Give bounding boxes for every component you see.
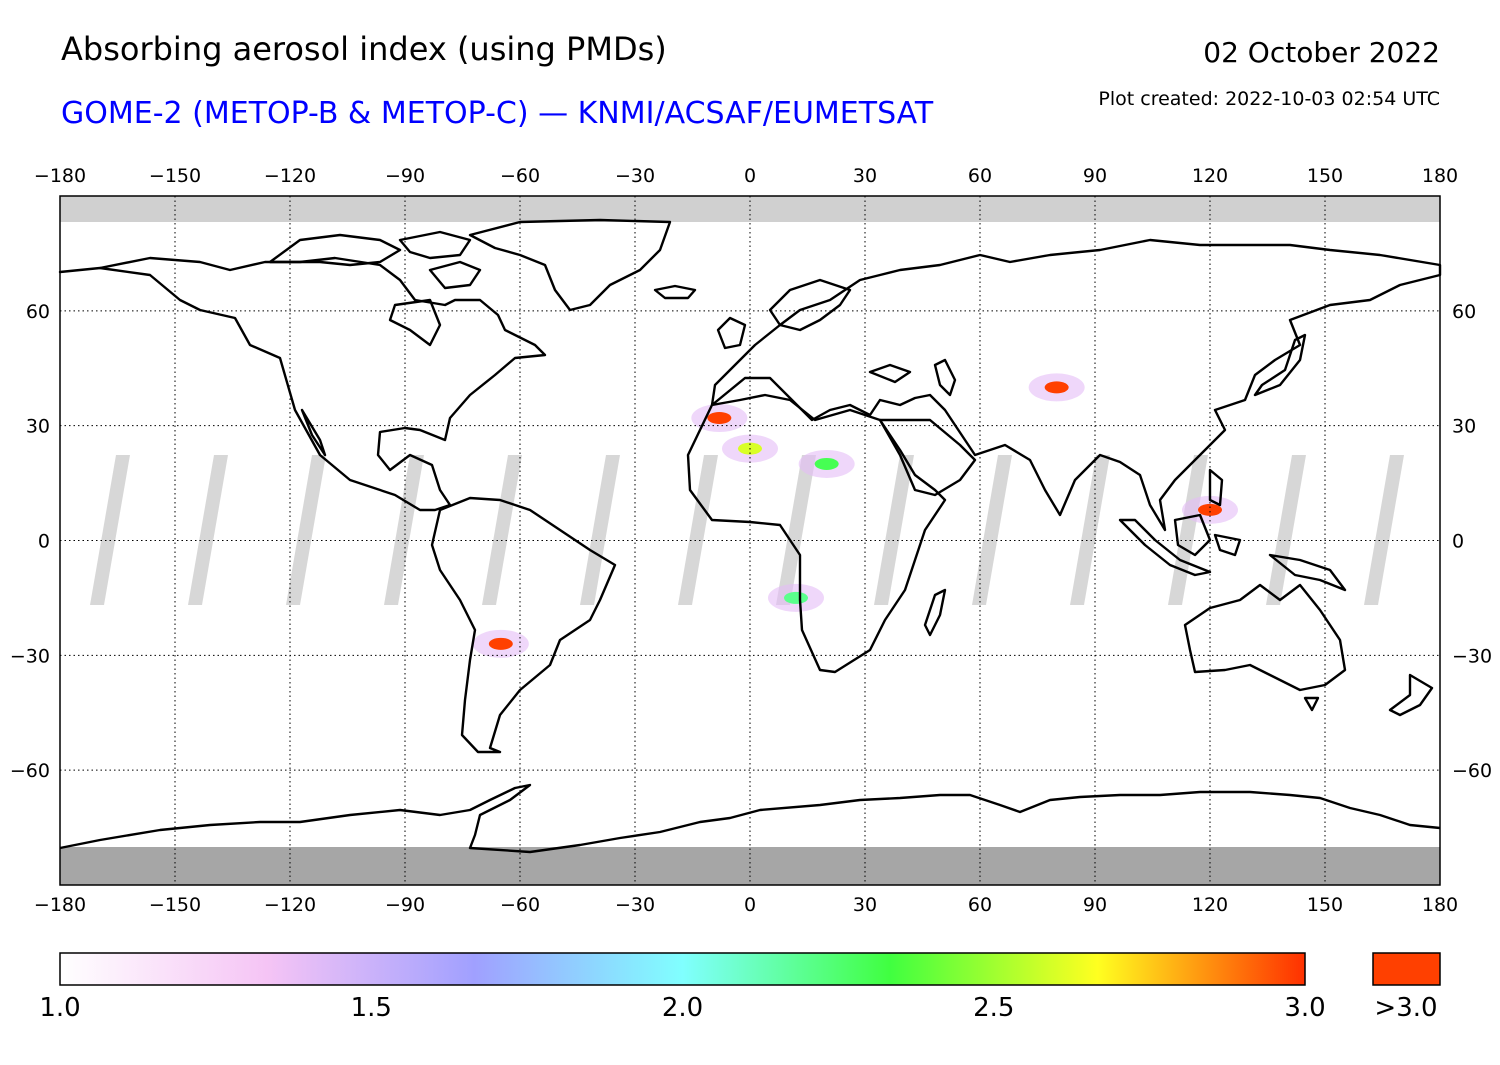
coast-japan xyxy=(1253,333,1307,397)
swath-gap xyxy=(1266,455,1306,605)
coast-new-guinea xyxy=(1268,553,1347,592)
coast-madagascar xyxy=(923,588,947,637)
hotspot-core xyxy=(488,637,513,650)
swath-gap xyxy=(678,455,718,605)
coast-caspian xyxy=(933,358,957,397)
swath-gap xyxy=(1070,455,1110,605)
swath-gap xyxy=(1364,455,1404,605)
swath-gap xyxy=(90,455,130,605)
axis-ticks: −180 −180 −150 −150 −120 −120 −90 −90 −60 −60 −30 −… xyxy=(10,165,1492,916)
lon-tick-label: 60 xyxy=(968,165,992,187)
graticule xyxy=(60,196,1440,885)
no-data-arctic-band xyxy=(60,196,1440,222)
hotspot-core xyxy=(784,591,808,604)
lat-tick-label: −60 xyxy=(1452,760,1492,782)
colorbar-tick-label: 2.0 xyxy=(661,993,704,1023)
lon-tick-label: −150 xyxy=(149,894,201,916)
aerosol-hotspots xyxy=(472,373,1238,658)
coast-britain xyxy=(716,316,747,350)
map-frame xyxy=(59,195,1441,886)
swath-gap xyxy=(286,455,326,605)
map-subtitle: GOME-2 (METOP-B & METOP-C) — KNMI/ACSAF/… xyxy=(61,96,934,131)
lat-tick-label: −30 xyxy=(1452,645,1492,667)
coast-hudson-bay xyxy=(388,298,442,347)
lat-tick-label: 30 xyxy=(1452,416,1476,438)
map-plot-area xyxy=(58,195,1442,886)
coast-iceland xyxy=(653,284,697,300)
lat-tick-label: 30 xyxy=(26,416,50,438)
coast-antarctica xyxy=(59,783,1441,854)
swath-gap xyxy=(580,455,620,605)
lat-tick-label: 60 xyxy=(26,301,50,323)
swath-gap xyxy=(188,455,228,605)
coast-south-america xyxy=(430,496,617,754)
lon-tick-label: 120 xyxy=(1192,165,1228,187)
lon-tick-label: −30 xyxy=(615,165,655,187)
lat-tick-label: 0 xyxy=(38,531,50,553)
coast-africa xyxy=(686,393,947,674)
hotspot-core xyxy=(1198,503,1222,516)
coast-scandinavia xyxy=(768,278,852,332)
coast-new-zealand xyxy=(1388,673,1434,717)
coast-australia xyxy=(1183,583,1347,692)
map-title: Absorbing aerosol index (using PMDs) xyxy=(61,30,667,68)
lon-tick-label: 180 xyxy=(1422,165,1458,187)
colorbar-tick-label: 2.5 xyxy=(973,993,1015,1023)
swath-gap xyxy=(874,455,914,605)
swath-gap xyxy=(384,455,424,605)
lon-tick-label: −60 xyxy=(500,894,540,916)
lon-tick-label: −90 xyxy=(385,165,425,187)
hotspot-core xyxy=(707,412,732,425)
lon-tick-label: −90 xyxy=(385,894,425,916)
lon-tick-label: −60 xyxy=(500,165,540,187)
lon-tick-label: 150 xyxy=(1307,894,1343,916)
colorbar-tick-label: 3.0 xyxy=(1284,993,1326,1023)
colorbar xyxy=(59,952,1306,986)
map-date: 02 October 2022 xyxy=(1203,36,1440,69)
hotspot-core xyxy=(814,457,839,470)
lon-tick-label: −180 xyxy=(34,894,86,916)
coast-tasmania xyxy=(1303,696,1320,712)
lon-tick-label: 180 xyxy=(1422,894,1458,916)
swath-gaps xyxy=(90,455,1404,605)
lon-tick-label: 150 xyxy=(1307,165,1343,187)
plot-created-timestamp: Plot created: 2022-10-03 02:54 UTC xyxy=(1098,88,1440,110)
colorbar-overflow-box xyxy=(1372,952,1441,986)
lat-tick-label: −60 xyxy=(10,760,50,782)
lon-tick-label: 90 xyxy=(1083,165,1107,187)
coastlines xyxy=(58,218,1442,854)
colorbar-tick-label: 1.0 xyxy=(39,993,81,1023)
coast-eurasia xyxy=(710,238,1442,532)
lon-tick-label: −180 xyxy=(34,165,86,187)
lon-tick-label: −30 xyxy=(615,894,655,916)
lat-tick-label: 0 xyxy=(1452,531,1464,553)
lon-tick-label: −150 xyxy=(149,165,201,187)
hotspot-core xyxy=(1044,381,1069,394)
polar-night-band xyxy=(60,847,1440,885)
swath-gap xyxy=(776,455,816,605)
lon-tick-label: 30 xyxy=(853,165,877,187)
lon-tick-label: −120 xyxy=(264,894,316,916)
lon-tick-label: 120 xyxy=(1192,894,1228,916)
swath-gap xyxy=(482,455,522,605)
coast-north-america xyxy=(58,256,547,512)
lon-tick-label: 90 xyxy=(1083,894,1107,916)
coast-baja xyxy=(300,408,327,457)
lon-tick-label: 30 xyxy=(853,894,877,916)
swath-gap xyxy=(972,455,1012,605)
lon-tick-label: 0 xyxy=(744,165,756,187)
colorbar-overflow-label: >3.0 xyxy=(1374,993,1438,1023)
coast-greenland xyxy=(468,218,672,312)
lat-tick-label: 60 xyxy=(1452,301,1476,323)
lon-tick-label: −120 xyxy=(264,165,316,187)
lat-tick-label: −30 xyxy=(10,645,50,667)
coast-black-sea xyxy=(868,363,912,384)
coast-arabia xyxy=(878,418,977,497)
lon-tick-label: 60 xyxy=(968,894,992,916)
coast-arctic-islands xyxy=(268,230,482,290)
lon-tick-label: 0 xyxy=(744,894,756,916)
colorbar-tick-label: 1.5 xyxy=(350,993,392,1023)
